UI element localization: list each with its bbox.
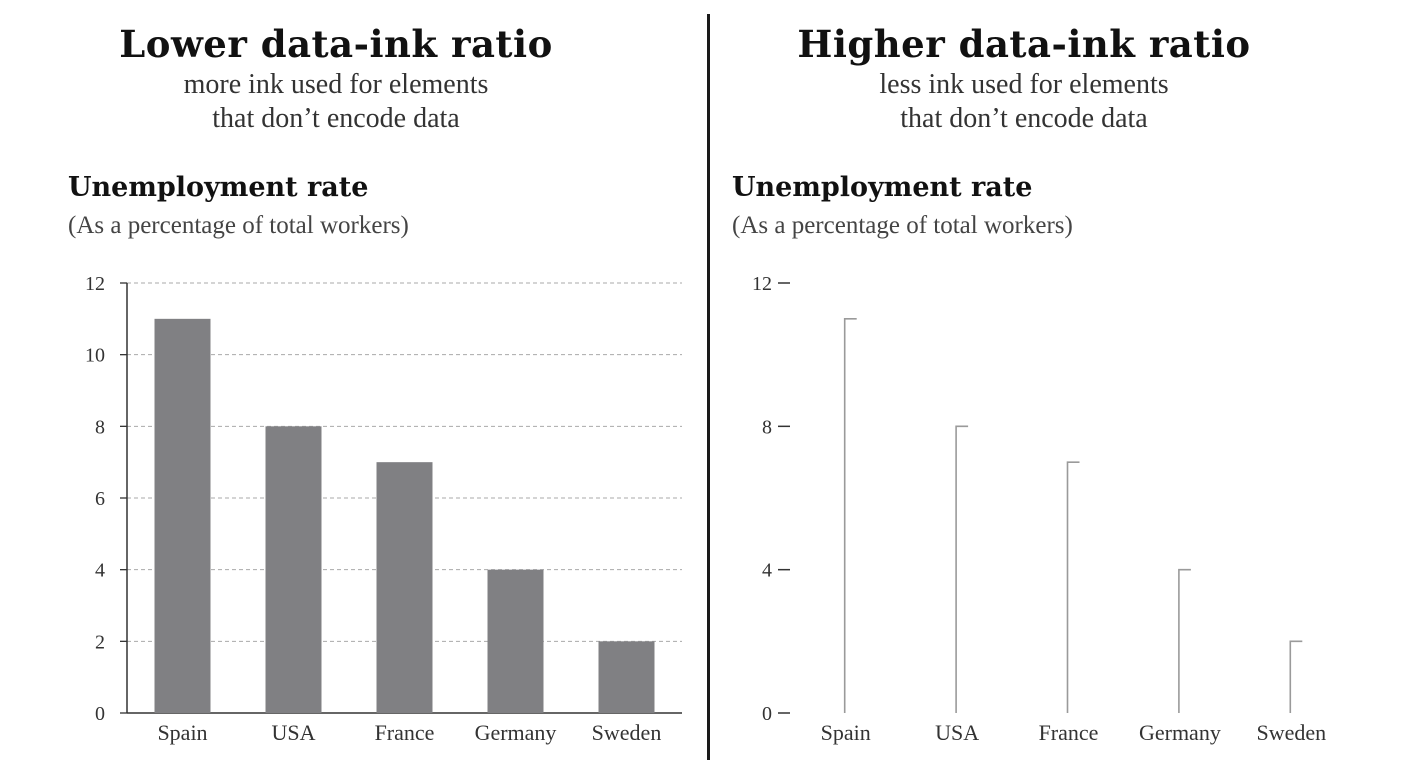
bar [154,318,211,713]
x-tick-label: France [375,720,435,745]
x-tick-label: USA [935,720,979,745]
left-chart-title: Unemployment rate [68,172,369,203]
y-tick-label: 4 [762,560,772,582]
y-tick-label: 8 [762,416,772,438]
right-chart-subtitle: (As a percentage of total workers) [732,212,1073,239]
x-tick-label: USA [271,720,315,745]
bar [487,569,544,713]
value-line [955,425,969,713]
x-tick-label: France [1039,720,1099,745]
y-tick-label: 4 [95,560,105,582]
left-subheading-line-1: more ink used for elements [183,69,489,100]
right-panel: Higher data-ink ratio less ink used for … [712,0,1423,773]
panel-divider [707,14,710,760]
left-bar-chart: 0 2 4 6 8 10 12 Spain USA France Germany Sweden [85,273,682,745]
y-tick-label: 10 [85,345,105,367]
right-chart-title: Unemployment rate [732,172,1033,203]
value-line [843,318,857,713]
x-tick-label: Sweden [1256,720,1326,745]
value-line [1178,568,1191,713]
left-panel: Lower data-ink ratio more ink used for e… [0,0,708,773]
x-tick-label: Germany [475,720,557,745]
x-tick-label: Spain [821,720,871,745]
y-tick-label: 8 [95,416,105,438]
y-tick-label: 12 [752,273,772,295]
value-line [1289,640,1303,713]
x-tick-label: Spain [157,720,207,745]
y-tick-label: 6 [95,488,105,510]
value-line [1066,461,1080,713]
bar [598,641,655,713]
bar [265,426,322,713]
x-tick-label: Germany [1139,720,1221,745]
right-subheading-line-2: that don’t encode data [900,103,1148,134]
left-heading: Lower data-ink ratio [119,22,553,66]
y-tick-label: 12 [85,273,105,295]
left-subheading-line-2: that don’t encode data [212,103,460,134]
left-chart-subtitle: (As a percentage of total workers) [68,212,409,239]
y-tick-label: 0 [762,703,772,725]
right-subheading-line-1: less ink used for elements [879,69,1169,100]
y-tick-label: 2 [95,631,105,653]
right-subheading: less ink used for elements that don’t en… [724,68,1324,136]
left-subheading: more ink used for elements that don’t en… [36,68,636,136]
y-tick-label: 0 [95,703,105,725]
bar [376,462,433,713]
x-tick-label: Sweden [592,720,662,745]
right-heading: Higher data-ink ratio [797,22,1251,66]
right-minimal-chart: 0 4 8 12 Spain USA France Germany Sweden [752,273,1326,745]
